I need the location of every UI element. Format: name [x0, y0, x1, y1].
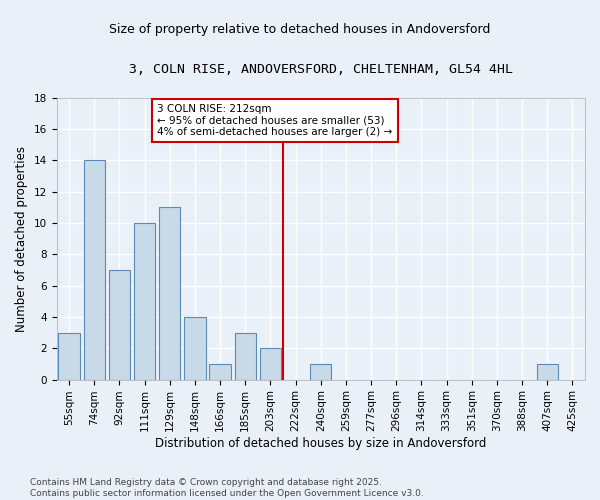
Bar [184, 317, 206, 380]
Bar [109, 270, 130, 380]
Bar [159, 207, 181, 380]
Text: Contains HM Land Registry data © Crown copyright and database right 2025.
Contai: Contains HM Land Registry data © Crown c… [30, 478, 424, 498]
Bar [83, 160, 105, 380]
Text: Size of property relative to detached houses in Andoversford: Size of property relative to detached ho… [109, 22, 491, 36]
Bar [134, 223, 155, 380]
Y-axis label: Number of detached properties: Number of detached properties [15, 146, 28, 332]
Bar [58, 332, 80, 380]
Bar [209, 364, 231, 380]
Bar [235, 332, 256, 380]
Bar [536, 364, 558, 380]
Title: 3, COLN RISE, ANDOVERSFORD, CHELTENHAM, GL54 4HL: 3, COLN RISE, ANDOVERSFORD, CHELTENHAM, … [129, 62, 513, 76]
Bar [310, 364, 331, 380]
X-axis label: Distribution of detached houses by size in Andoversford: Distribution of detached houses by size … [155, 437, 487, 450]
Bar [260, 348, 281, 380]
Text: 3 COLN RISE: 212sqm
← 95% of detached houses are smaller (53)
4% of semi-detache: 3 COLN RISE: 212sqm ← 95% of detached ho… [157, 104, 392, 137]
